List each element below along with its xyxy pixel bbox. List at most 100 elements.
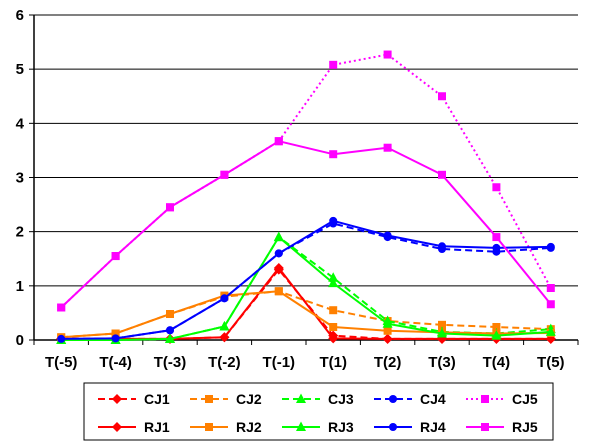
data-point xyxy=(545,326,556,336)
legend-marker xyxy=(389,423,397,431)
legend-marker xyxy=(481,423,489,431)
x-axis-ticks: T(-5) T(-4) T(-3) T(-2) T(-1) T(1) T(2) T(3) T(4… xyxy=(33,340,579,371)
data-point xyxy=(166,310,174,318)
data-point xyxy=(329,60,338,69)
series-line xyxy=(60,53,552,309)
legend-marker xyxy=(296,393,306,403)
series-rj2 xyxy=(57,287,555,342)
legend: CJ1 CJ2 CJ3 CJ4 CJ5 RJ1 RJ2 RJ3 RJ4 RJ5 xyxy=(83,382,554,441)
x-tick-label: T(4) xyxy=(483,354,511,371)
data-point xyxy=(329,323,338,331)
x-tick-label: T(2) xyxy=(374,354,402,371)
y-tick-label: 5 xyxy=(16,61,24,78)
data-point xyxy=(492,323,501,331)
legend-label: RJ3 xyxy=(328,419,354,435)
legend-marker xyxy=(112,394,122,404)
data-point xyxy=(491,330,502,340)
data-point xyxy=(383,231,392,240)
series-line xyxy=(61,222,551,340)
series-line xyxy=(60,140,552,309)
y-tick-label: 0 xyxy=(16,332,24,349)
x-tick-label: T(3) xyxy=(428,354,456,371)
data-point xyxy=(437,328,447,338)
legend-item-rj4: RJ4 xyxy=(374,419,446,435)
data-point xyxy=(328,277,339,288)
series-line xyxy=(61,219,551,340)
data-point xyxy=(383,143,392,152)
data-point xyxy=(220,170,229,179)
legend-label: RJ2 xyxy=(236,419,262,435)
data-point xyxy=(328,333,339,344)
data-point xyxy=(546,284,555,292)
x-tick-label: T(1) xyxy=(319,354,347,371)
series-line xyxy=(61,266,551,340)
legend-marker xyxy=(205,395,213,403)
data-point xyxy=(438,320,446,329)
data-point xyxy=(329,306,338,315)
data-point xyxy=(438,170,446,179)
legend-marker xyxy=(296,421,306,431)
legend-item-cj5: CJ5 xyxy=(466,391,538,407)
y-tick-label: 4 xyxy=(16,115,25,132)
x-tick-label: T(-4) xyxy=(99,354,132,371)
legend-item-rj5: RJ5 xyxy=(466,419,538,435)
y-tick-label: 6 xyxy=(16,7,24,24)
legend-item-rj3: RJ3 xyxy=(282,419,354,435)
y-tick-label: 2 xyxy=(16,224,24,241)
legend-item-cj3: CJ3 xyxy=(282,391,354,407)
data-point xyxy=(383,50,392,59)
data-point xyxy=(111,329,120,338)
legend-label: CJ1 xyxy=(144,391,170,407)
legend-box xyxy=(83,382,554,441)
legend-label: CJ4 xyxy=(420,391,446,407)
data-point xyxy=(492,243,501,252)
data-point xyxy=(220,294,229,303)
legend-item-rj2: RJ2 xyxy=(190,419,262,435)
data-point xyxy=(57,334,66,343)
series-line xyxy=(61,290,551,339)
legend-label: RJ4 xyxy=(420,419,446,435)
data-point xyxy=(492,183,501,192)
data-point xyxy=(382,318,393,328)
data-point xyxy=(219,320,230,331)
series-cj5 xyxy=(57,50,555,312)
data-point xyxy=(382,333,393,344)
data-point xyxy=(274,137,283,146)
legend-label: CJ2 xyxy=(236,391,262,407)
legend-marker xyxy=(112,422,122,432)
data-point xyxy=(329,216,338,225)
data-point xyxy=(111,334,120,343)
legend-item-cj1: CJ1 xyxy=(98,391,170,407)
data-point xyxy=(438,242,446,251)
data-point xyxy=(273,231,284,242)
series-rj1 xyxy=(56,262,556,344)
series-line xyxy=(61,290,551,339)
series-line xyxy=(61,236,551,341)
data-point xyxy=(329,150,338,159)
legend-marker xyxy=(205,423,213,431)
legend-label: RJ5 xyxy=(512,419,538,435)
data-point xyxy=(438,92,446,101)
y-tick-label: 1 xyxy=(16,278,24,295)
data-point xyxy=(274,249,283,258)
legend-label: CJ3 xyxy=(328,391,354,407)
data-point xyxy=(492,233,501,242)
series-line xyxy=(61,236,551,341)
legend-marker xyxy=(389,395,397,403)
data-point xyxy=(546,300,555,309)
x-tick-label: T(-2) xyxy=(208,354,241,371)
data-point xyxy=(166,203,174,212)
x-tick-label: T(5) xyxy=(537,354,565,371)
x-tick-label: T(-3) xyxy=(154,354,187,371)
data-point xyxy=(111,252,120,261)
series-lines xyxy=(56,50,556,344)
data-point xyxy=(383,326,392,335)
legend-marker xyxy=(481,395,489,403)
data-point xyxy=(57,303,66,312)
data-point xyxy=(546,242,555,251)
data-point xyxy=(166,326,174,335)
data-point xyxy=(328,272,339,282)
y-axis-ticks: 0 1 2 3 4 5 6 xyxy=(16,7,34,349)
data-point xyxy=(219,332,230,343)
